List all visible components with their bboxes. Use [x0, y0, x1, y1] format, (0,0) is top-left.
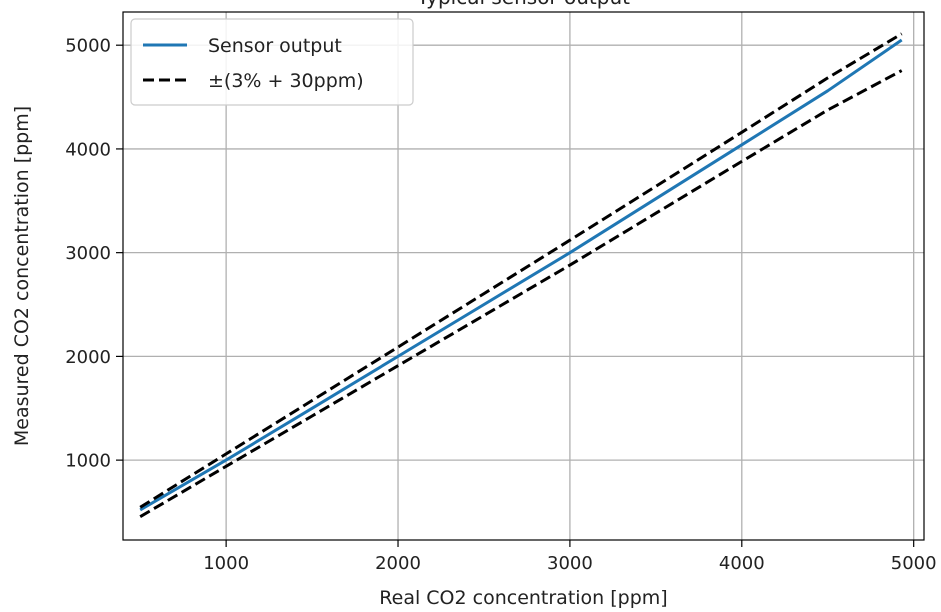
x-tick-label: 2000 [375, 553, 421, 574]
legend-box [130, 18, 414, 106]
chart-title: Typical sensor output [416, 0, 630, 9]
grid [123, 12, 924, 540]
plot-frame [122, 11, 925, 541]
series-layer [139, 32, 903, 518]
sensor-output-line [139, 38, 903, 512]
x-axis-label: Real CO2 concentration [ppm] [379, 587, 667, 609]
x-tick-label: 1000 [203, 553, 249, 574]
x-tick-label: 4000 [719, 553, 765, 574]
x-tick-label: 5000 [891, 553, 937, 574]
ticks: 1000 2000 3000 4000 5000 1000 2000 3000 4000 5000 [65, 36, 936, 574]
y-tick-label: 4000 [65, 139, 111, 160]
tolerance-bound-line [139, 32, 903, 509]
y-tick-label: 2000 [65, 347, 111, 368]
y-tick-label: 3000 [65, 243, 111, 264]
legend-label: ±(3% + 30ppm) [208, 70, 364, 92]
legend: Sensor output ±(3% + 30ppm) [130, 18, 414, 106]
legend-label: Sensor output [208, 35, 342, 57]
y-tick-label: 5000 [65, 36, 111, 57]
x-tick-label: 3000 [547, 553, 593, 574]
y-tick-label: 1000 [65, 451, 111, 472]
y-axis-label: Measured CO2 concentration [ppm] [11, 106, 33, 446]
tolerance-bound-line [139, 69, 903, 518]
